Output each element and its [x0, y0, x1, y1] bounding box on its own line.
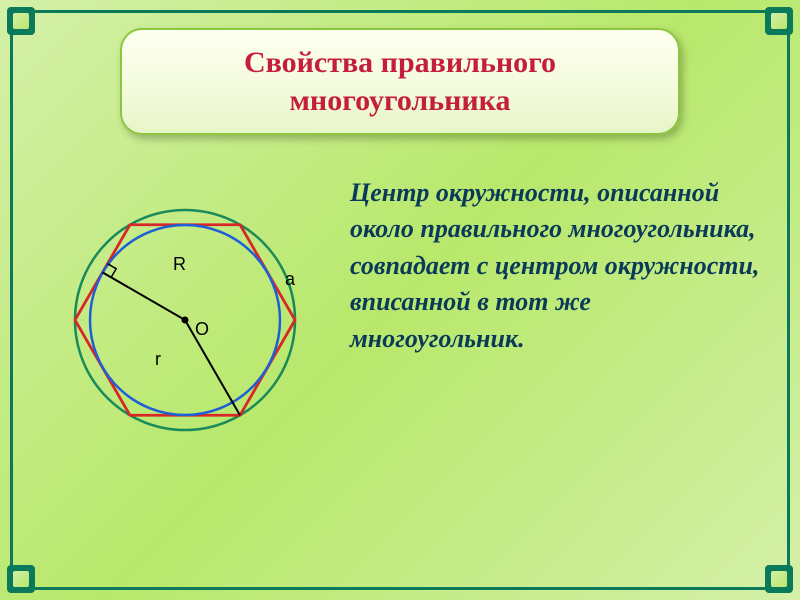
corner-ornament: [765, 7, 793, 35]
corner-ornament: [765, 565, 793, 593]
corner-ornament: [7, 7, 35, 35]
geometry-diagram: Rr Oa: [35, 180, 335, 460]
svg-text:r: r: [155, 349, 161, 369]
svg-text:a: a: [285, 269, 296, 289]
slide-title: Свойства правильного многоугольника: [142, 44, 658, 119]
svg-text:O: O: [195, 319, 209, 339]
slide-body-text: Центр окружности, описанной около правил…: [350, 175, 760, 357]
title-box: Свойства правильного многоугольника: [120, 28, 680, 135]
corner-ornament: [7, 565, 35, 593]
svg-text:R: R: [173, 254, 186, 274]
